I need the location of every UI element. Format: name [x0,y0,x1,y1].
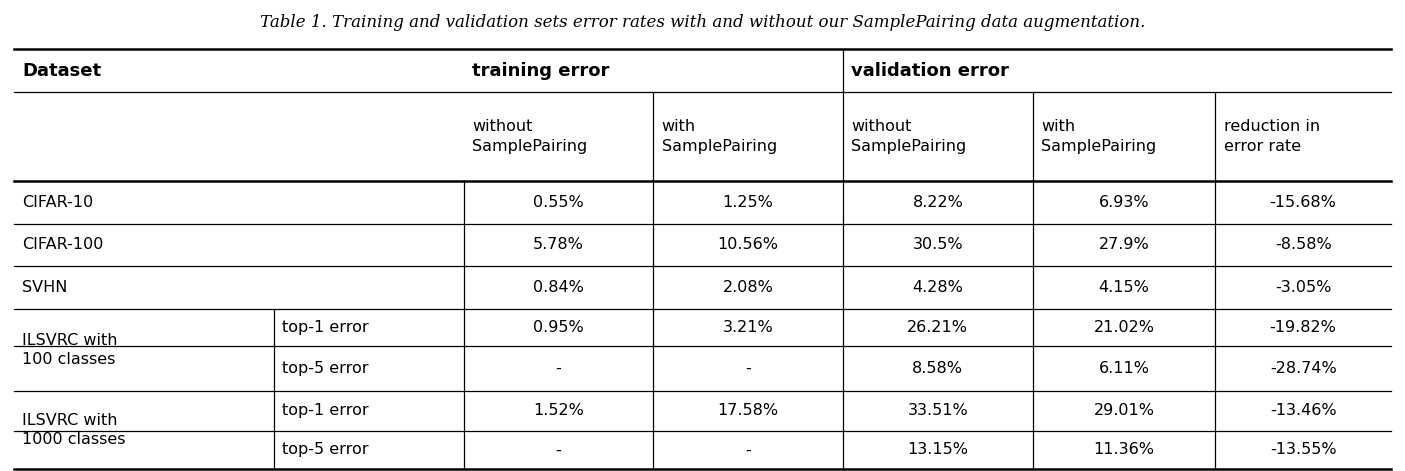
Text: ILSVRC with
1000 classes: ILSVRC with 1000 classes [22,413,126,447]
Text: 5.78%: 5.78% [532,237,584,252]
Text: -13.55%: -13.55% [1270,442,1336,457]
Text: 6.11%: 6.11% [1099,361,1149,376]
Text: top-1 error: top-1 error [282,320,370,335]
Text: -: - [745,442,752,457]
Text: top-5 error: top-5 error [282,361,370,376]
Text: 1.52%: 1.52% [532,404,584,418]
Text: 1.25%: 1.25% [722,195,774,210]
Text: CIFAR-10: CIFAR-10 [22,195,94,210]
Text: -15.68%: -15.68% [1270,195,1336,210]
Text: -3.05%: -3.05% [1274,280,1332,295]
Text: without
SamplePairing: without SamplePairing [472,120,587,154]
Text: with
SamplePairing: with SamplePairing [1041,120,1156,154]
Text: top-5 error: top-5 error [282,442,370,457]
Text: -28.74%: -28.74% [1270,361,1336,376]
Text: 3.21%: 3.21% [722,320,774,335]
Text: 4.15%: 4.15% [1099,280,1149,295]
Text: -13.46%: -13.46% [1270,404,1336,418]
Text: 10.56%: 10.56% [718,237,778,252]
Text: 0.95%: 0.95% [532,320,584,335]
Text: 8.22%: 8.22% [912,195,964,210]
Text: 17.58%: 17.58% [718,404,778,418]
Text: 0.55%: 0.55% [532,195,584,210]
Text: 33.51%: 33.51% [908,404,968,418]
Text: 21.02%: 21.02% [1093,320,1155,335]
Text: 4.28%: 4.28% [912,280,964,295]
Text: reduction in
error rate: reduction in error rate [1224,120,1319,154]
Text: 29.01%: 29.01% [1093,404,1155,418]
Text: 11.36%: 11.36% [1093,442,1155,457]
Text: -19.82%: -19.82% [1270,320,1336,335]
Text: 26.21%: 26.21% [908,320,968,335]
Text: 13.15%: 13.15% [908,442,968,457]
Text: 8.58%: 8.58% [912,361,964,376]
Text: training error: training error [472,62,610,80]
Text: 6.93%: 6.93% [1099,195,1149,210]
Text: without
SamplePairing: without SamplePairing [851,120,967,154]
Text: CIFAR-100: CIFAR-100 [22,237,104,252]
Text: Table 1. Training and validation sets error rates with and without our SamplePai: Table 1. Training and validation sets er… [260,14,1145,31]
Text: 2.08%: 2.08% [722,280,774,295]
Text: -: - [745,361,752,376]
Text: top-1 error: top-1 error [282,404,370,418]
Text: -8.58%: -8.58% [1274,237,1332,252]
Text: 0.84%: 0.84% [532,280,584,295]
Text: -: - [555,361,562,376]
Text: validation error: validation error [851,62,1009,80]
Text: SVHN: SVHN [22,280,67,295]
Text: 27.9%: 27.9% [1099,237,1149,252]
Text: Dataset: Dataset [22,62,101,80]
Text: 30.5%: 30.5% [912,237,964,252]
Text: with
SamplePairing: with SamplePairing [662,120,777,154]
Text: ILSVRC with
100 classes: ILSVRC with 100 classes [22,333,118,367]
Text: -: - [555,442,562,457]
